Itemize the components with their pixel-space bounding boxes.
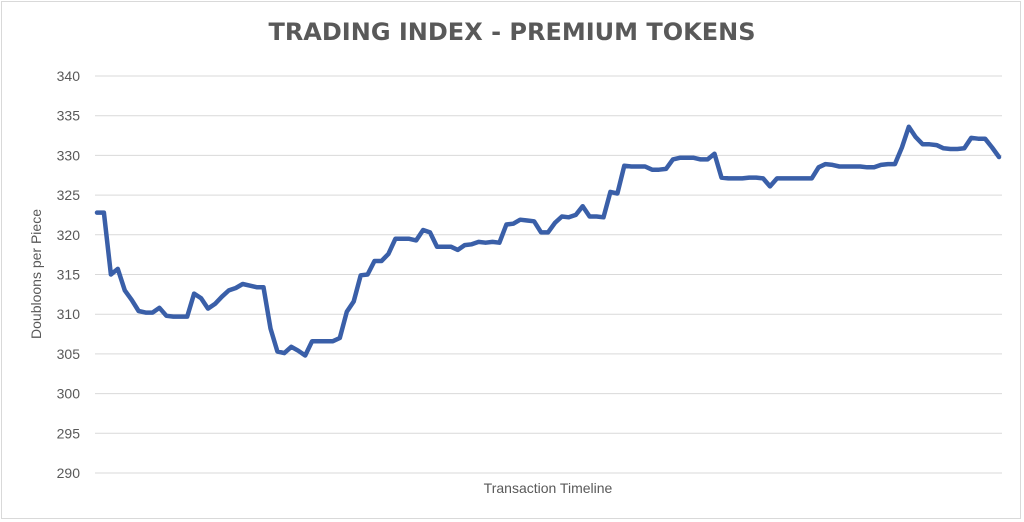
y-tick-label: 330 [57,147,81,163]
chart-title: TRADING INDEX - PREMIUM TOKENS [268,18,756,46]
y-tick-label: 295 [57,425,81,441]
series-line-0 [94,124,1002,358]
y-axis-title: Doubloons per Piece [28,209,44,339]
y-tick-label: 315 [57,267,81,283]
y-tick-label: 300 [57,386,81,402]
y-tick-label: 325 [57,187,81,203]
series-group [94,124,1002,358]
y-tick-label: 305 [57,346,81,362]
y-tick-label: 320 [57,227,81,243]
y-tick-label: 290 [57,465,81,481]
gridlines [95,75,1002,474]
y-tick-label: 335 [57,108,81,124]
y-tick-label: 340 [57,68,81,84]
y-tick-label: 310 [57,306,81,322]
y-tick-labels: 290 295 300 305 310 315 320 325 330 335 340 [57,68,81,481]
x-axis-title: Transaction Timeline [484,480,613,496]
